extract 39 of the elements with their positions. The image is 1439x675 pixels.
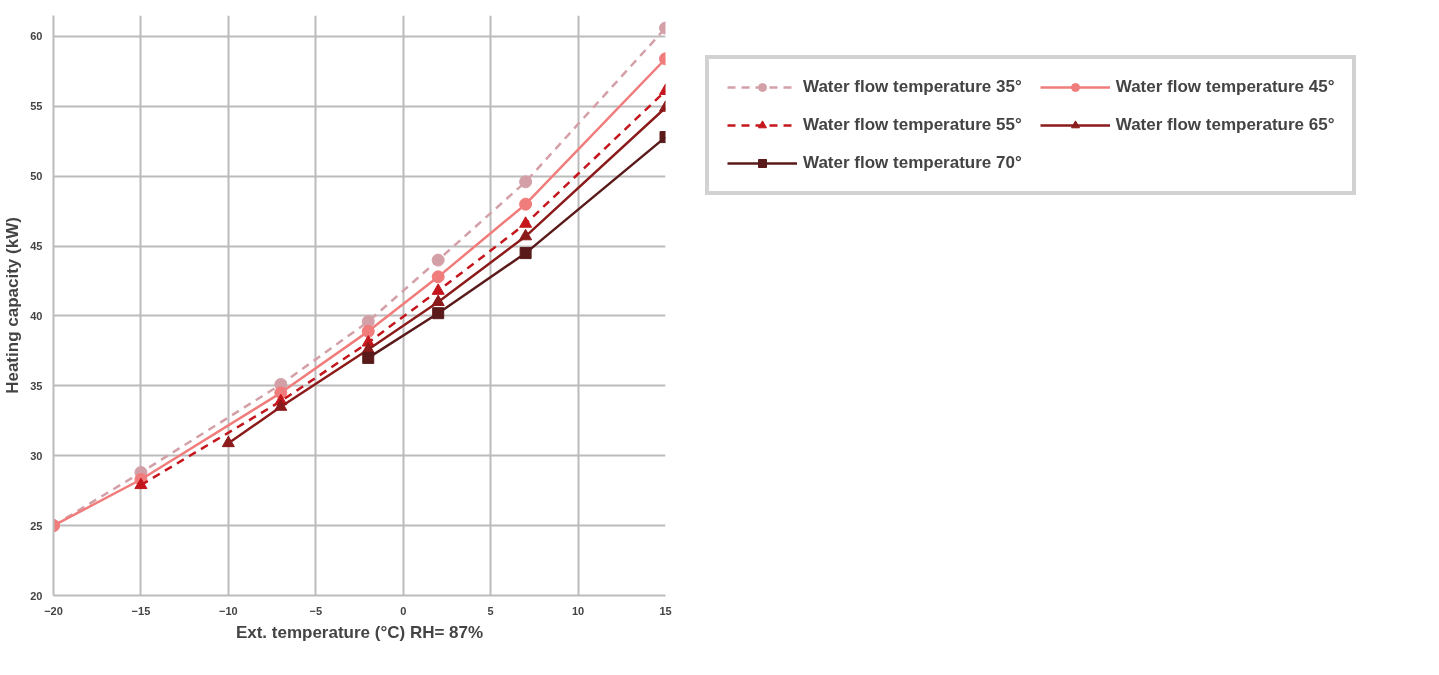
legend-label: Water flow temperature 70°: [803, 153, 1022, 173]
point: [221, 435, 235, 448]
x-tick-label: −10: [219, 604, 238, 617]
x-tick-label: −15: [131, 604, 151, 617]
point: [431, 283, 445, 295]
y-tick-label: 55: [30, 100, 43, 113]
x-tick-label: 5: [487, 604, 494, 617]
y-tick-label: 30: [30, 449, 43, 462]
y-axis-title: Heating capacity (kW): [3, 217, 23, 394]
legend-label: Water flow temperature 35°: [803, 77, 1022, 97]
point: [519, 228, 533, 241]
x-tick-label: 0: [400, 604, 407, 617]
y-tick-label: 35: [30, 379, 43, 392]
legend-label: Water flow temperature 65°: [1115, 115, 1335, 135]
y-tick-label: 50: [30, 170, 43, 183]
x-tick-label: 15: [659, 604, 672, 617]
point: [519, 247, 532, 260]
x-tick-label: 10: [571, 604, 585, 617]
y-tick-label: 20: [30, 589, 43, 602]
x-tick-label: −5: [309, 604, 323, 617]
point: [519, 216, 533, 228]
y-tick-label: 45: [30, 240, 43, 253]
x-axis-title: Ext. temperature (°C) RH= 87%: [235, 622, 484, 642]
point: [519, 175, 533, 189]
legend-label: Water flow temperature 45°: [1115, 77, 1335, 97]
point: [431, 294, 445, 306]
point: [431, 253, 445, 267]
x-tick-label: −20: [44, 604, 63, 617]
legend-label: Water flow temperature 55°: [803, 115, 1022, 135]
point: [432, 307, 445, 320]
y-tick-label: 40: [30, 309, 43, 322]
point: [361, 324, 375, 338]
y-tick-label: 25: [30, 519, 43, 532]
point: [431, 270, 445, 284]
point: [519, 197, 533, 211]
point: [362, 351, 375, 364]
point: [274, 399, 288, 411]
y-tick-label: 60: [30, 30, 43, 43]
point: [134, 477, 148, 490]
